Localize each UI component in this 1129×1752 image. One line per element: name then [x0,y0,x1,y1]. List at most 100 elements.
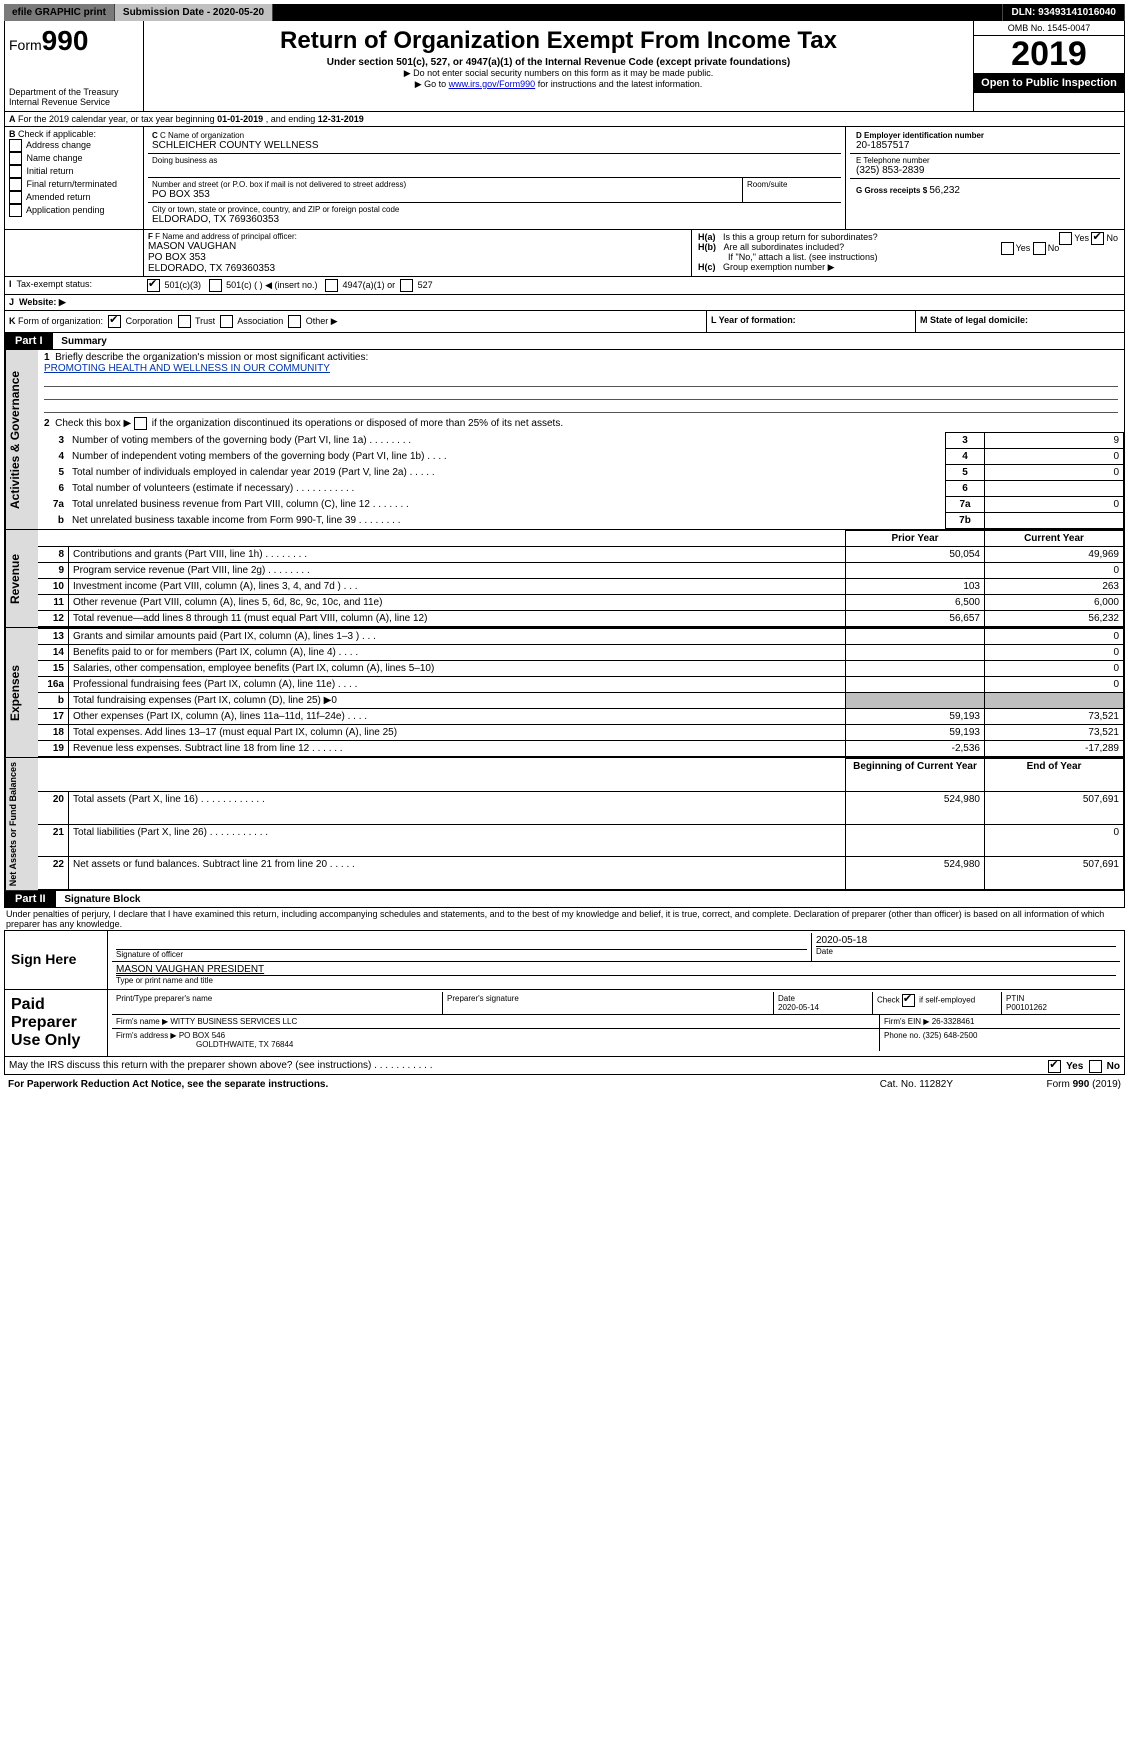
gov-section: Activities & Governance 1 Briefly descri… [4,350,1125,530]
hb-yes[interactable] [1001,242,1014,255]
vlabel-exp: Expenses [5,628,38,757]
boxb-item: Name change [9,152,139,165]
prep-date: 2020-05-14 [778,1003,819,1012]
gross-receipts: 56,232 [929,185,960,196]
lineA-pre: For the 2019 calendar year, or tax year … [18,114,217,124]
ptin-label: PTIN [1006,994,1024,1003]
form-prefix: Form [9,37,42,53]
line-13: 13 Grants and similar amounts paid (Part… [38,629,1124,645]
discuss-row: May the IRS discuss this return with the… [4,1057,1125,1075]
part1-header-row: Part I Summary [4,333,1125,350]
i-4947[interactable] [325,279,338,292]
line-12: 12 Total revenue—add lines 8 through 11 … [38,611,1124,627]
note-goto: ▶ Go to www.irs.gov/Form990 for instruct… [154,79,963,90]
k-other[interactable] [288,315,301,328]
box-j: J Website: ▶ [4,295,1125,311]
paid-preparer-block: Paid Preparer Use Only Print/Type prepar… [4,990,1125,1057]
form-header: Form990 Department of the Treasury Inter… [4,21,1125,112]
firm-addr-label: Firm's address ▶ [116,1031,177,1040]
goto-post: for instructions and the latest informat… [535,79,702,89]
k-corp[interactable] [108,315,121,328]
efile-label: efile GRAPHIC print [4,4,115,21]
box-i-label: Tax-exempt status: [17,279,93,289]
line-b: b Total fundraising expenses (Part IX, c… [38,693,1124,709]
lineA-begin: 01-01-2019 [217,114,263,124]
dba-label: Doing business as [152,156,837,165]
city: ELDORADO, TX 769360353 [152,214,837,225]
hb-no[interactable] [1033,242,1046,255]
line-3: 3 Number of voting members of the govern… [38,433,1124,449]
dept-treasury: Department of the Treasury [9,87,139,97]
line-19: 19 Revenue less expenses. Subtract line … [38,741,1124,757]
line-4: 4 Number of independent voting members o… [38,449,1124,465]
prep-date-label: Date [778,994,795,1003]
irs-link[interactable]: www.irs.gov/Form990 [449,79,536,89]
part1-header: Part I [5,333,53,349]
sig-officer-label: Signature of officer [116,950,807,959]
lineA-end: 12-31-2019 [318,114,364,124]
officer-addr2: ELDORADO, TX 769360353 [148,263,687,274]
dept-irs: Internal Revenue Service [9,97,139,107]
box-k-label: Form of organization: [18,316,103,326]
box-g-label: G Gross receipts $ [856,186,929,195]
ha-yes[interactable] [1059,232,1072,245]
ha-no[interactable] [1091,232,1104,245]
status-row: I Tax-exempt status: 501(c)(3) 501(c) ( … [4,277,1125,295]
line-17: 17 Other expenses (Part IX, column (A), … [38,709,1124,725]
k-trust[interactable] [178,315,191,328]
line-6: 6 Total number of volunteers (estimate i… [38,481,1124,497]
identity-block: B Check if applicable: Address change Na… [4,127,1125,230]
simple-lines-table: 3 Number of voting members of the govern… [38,432,1124,529]
officer-name: MASON VAUGHAN [148,241,687,252]
line-5: 5 Total number of individuals employed i… [38,465,1124,481]
boxb-item: Amended return [9,191,139,204]
i-501c3[interactable] [147,279,160,292]
line-7a: 7a Total unrelated business revenue from… [38,497,1124,513]
firm-phone-label: Phone no. [884,1031,923,1040]
firm-name: WITTY BUSINESS SERVICES LLC [170,1017,297,1026]
firm-addr1: PO BOX 546 [179,1031,225,1040]
prep-name-label: Print/Type preparer's name [112,992,443,1014]
sig-date: 2020-05-18 [816,935,1116,946]
box-f-label: F Name and address of principal officer: [155,232,297,241]
box-e-label: E Telephone number [856,156,1114,165]
klm-row: K Form of organization: Corporation Trus… [4,311,1125,333]
line-14: 14 Benefits paid to or for members (Part… [38,645,1124,661]
revenue-table: Prior Year Current Year8 Contributions a… [38,530,1124,627]
i-501c[interactable] [209,279,222,292]
street: PO BOX 353 [152,189,738,200]
discuss-yes[interactable] [1048,1060,1061,1073]
line-20: 20 Total assets (Part X, line 16) . . . … [38,791,1124,824]
top-spacer [273,4,1003,21]
line-22: 22 Net assets or fund balances. Subtract… [38,857,1124,890]
k-assoc[interactable] [220,315,233,328]
officer-block: F F Name and address of principal office… [4,230,1125,277]
top-bar: efile GRAPHIC print Submission Date - 20… [4,4,1125,21]
line-8: 8 Contributions and grants (Part VIII, l… [38,547,1124,563]
paid-label: Paid Preparer Use Only [5,990,108,1056]
city-label: City or town, state or province, country… [152,205,837,214]
footer-left: For Paperwork Reduction Act Notice, see … [4,1077,876,1092]
submission-date: Submission Date - 2020-05-20 [115,4,273,21]
box-d-label: D Employer identification number [856,131,1114,140]
prep-self-emp: Check if self-employed [873,992,1002,1014]
firm-ein: 26-3328461 [932,1017,975,1026]
return-subtitle: Under section 501(c), 527, or 4947(a)(1)… [154,57,963,68]
h-c: Group exemption number ▶ [723,262,834,272]
discuss-text: May the IRS discuss this return with the… [9,1060,433,1071]
line-16a: 16a Professional fundraising fees (Part … [38,677,1124,693]
discuss-no[interactable] [1089,1060,1102,1073]
omb-number: OMB No. 1545-0047 [974,21,1124,36]
sig-name-label: Type or print name and title [116,976,1116,985]
boxb-item: Final return/terminated [9,178,139,191]
line-10: 10 Investment income (Part VIII, column … [38,579,1124,595]
line1-label: Briefly describe the organization's miss… [55,352,368,363]
box-m: M State of legal domicile: [920,315,1028,325]
i-527[interactable] [400,279,413,292]
line-15: 15 Salaries, other compensation, employe… [38,661,1124,677]
footer-right: Form 990 (2019) [957,1077,1125,1092]
firm-phone: (325) 648-2500 [923,1031,978,1040]
sig-date-label: Date [816,946,1116,956]
sig-name: MASON VAUGHAN PRESIDENT [116,964,264,975]
goto-pre: ▶ Go to [415,79,449,89]
